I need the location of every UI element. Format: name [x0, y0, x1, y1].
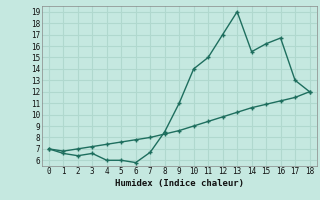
X-axis label: Humidex (Indice chaleur): Humidex (Indice chaleur) — [115, 179, 244, 188]
